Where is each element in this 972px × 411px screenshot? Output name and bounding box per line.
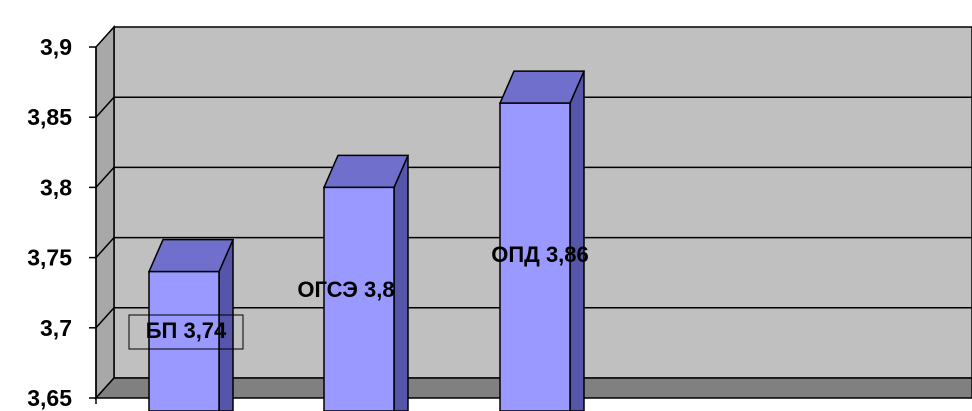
bar-side — [393, 155, 409, 411]
bar-top — [322, 154, 410, 189]
data-label-БП: БП 3,74 — [146, 318, 227, 343]
bar-front — [148, 270, 220, 411]
bar-top — [498, 70, 586, 104]
bar-top — [147, 238, 235, 273]
bar-front — [499, 102, 571, 411]
y-tick-label: 3,85 — [27, 104, 72, 130]
bar-ОГСЭ — [322, 154, 410, 411]
gridline-side — [95, 96, 115, 118]
y-tick-label: 3,9 — [40, 34, 72, 60]
y-tick-label: 3,65 — [27, 385, 72, 411]
bar-ОПД — [498, 70, 586, 411]
data-label-ОПД: ОПД 3,86 — [491, 242, 589, 267]
gridline-side — [95, 166, 115, 188]
bar-front — [323, 186, 395, 411]
bar-БП — [147, 238, 235, 411]
y-tick-label: 3,75 — [27, 245, 72, 271]
side-wall — [95, 25, 115, 400]
gridline-side — [95, 307, 115, 329]
data-label-ОГСЭ: ОГСЭ 3,8 — [297, 277, 394, 302]
gridline-side — [95, 237, 115, 259]
y-tick-label: 3,8 — [40, 174, 72, 200]
y-tick-label: 3,7 — [40, 315, 72, 341]
data-label-box — [128, 314, 244, 350]
